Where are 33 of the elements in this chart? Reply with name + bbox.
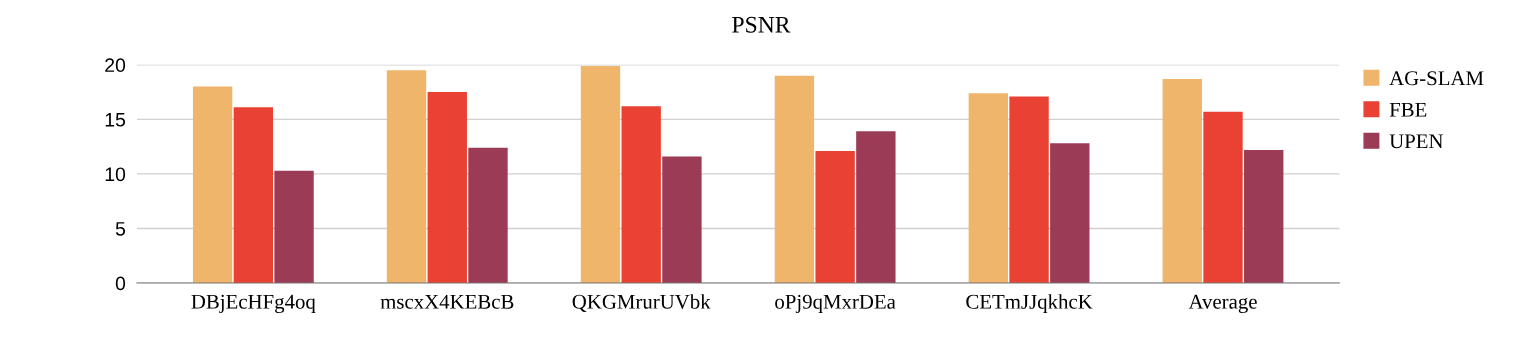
- y-tick-label: 15: [105, 113, 126, 127]
- y-tick-label: 10: [105, 167, 126, 182]
- bar: [192, 86, 233, 284]
- legend-label: UPEN: [1389, 134, 1444, 149]
- bar: [468, 147, 508, 284]
- x-tick-label: mscxX4KEBcB: [380, 294, 514, 309]
- bar: [1244, 149, 1284, 284]
- bar: [856, 131, 896, 284]
- bar: [1203, 111, 1243, 284]
- y-tick-label: 0: [115, 276, 126, 291]
- bar: [1009, 96, 1049, 284]
- bar: [621, 106, 661, 284]
- x-tick-label: CETmJJqkhcK: [966, 294, 1093, 314]
- chart-title: PSNR: [732, 16, 791, 33]
- bar: [815, 150, 855, 284]
- x-tick-label: QKGMrurUVbk: [572, 294, 711, 312]
- x-tick-label: oPj9qMxrDEa: [775, 294, 896, 314]
- bar: [386, 70, 427, 284]
- x-tick-label: DBjEcHFg4oq: [191, 294, 316, 314]
- bar: [580, 65, 621, 284]
- bar: [233, 107, 274, 284]
- legend-label: FBE: [1389, 102, 1427, 117]
- bar: [662, 156, 702, 284]
- bar: [274, 170, 314, 284]
- bar: [427, 92, 467, 284]
- x-tick-label: Average: [1188, 294, 1257, 314]
- legend-label: AG-SLAM: [1389, 71, 1484, 86]
- bar: [968, 93, 1009, 284]
- y-tick-label: 20: [105, 58, 126, 73]
- bar: [1050, 143, 1090, 284]
- bar: [774, 75, 815, 284]
- bar: [1162, 78, 1202, 284]
- y-tick-label: 5: [115, 222, 126, 236]
